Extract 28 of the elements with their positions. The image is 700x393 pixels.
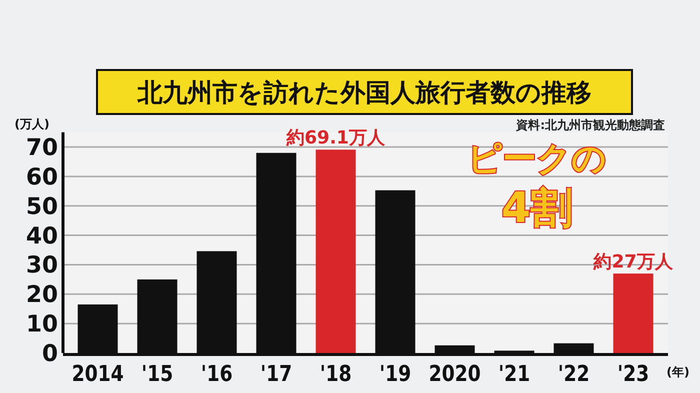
x-tick-label: '21 — [498, 360, 530, 386]
y-tick-label: 70 — [26, 135, 58, 162]
y-tick-label: 40 — [26, 223, 58, 250]
annotation: 資料:北九州市観光動態調査 — [515, 118, 665, 132]
x-tick-label: '22 — [558, 360, 590, 386]
x-tick-label: '16 — [200, 360, 233, 386]
y-tick-label: 50 — [26, 194, 58, 220]
x-tick-label: 2020 — [428, 360, 481, 386]
x-tick-label: '18 — [320, 360, 352, 386]
y-tick-label: 20 — [26, 282, 58, 308]
x-tick-label: '19 — [379, 360, 412, 386]
annotation: ピークの — [468, 139, 606, 179]
x-tick-label: '17 — [260, 360, 292, 386]
x-tick-label: 2014 — [72, 360, 124, 386]
bar — [613, 274, 654, 353]
x-axis-title: (年) — [666, 365, 690, 379]
y-tick-label: 0 — [42, 341, 58, 367]
y-tick-label: 60 — [26, 164, 58, 190]
data-label: 約27万人 — [592, 252, 674, 273]
y-axis-title: (万人) — [14, 117, 50, 131]
data-label: 約69.1万人 — [286, 128, 386, 149]
y-tick-label: 10 — [26, 312, 58, 338]
annotation: 4割 — [501, 183, 573, 232]
y-tick-label: 30 — [26, 252, 58, 279]
x-tick-label: '15 — [141, 360, 174, 386]
bar — [316, 150, 356, 353]
chart-title: 北九州市を訪れた外国人旅行者数の推移 — [136, 78, 592, 107]
x-tick-label: '23 — [617, 360, 650, 386]
